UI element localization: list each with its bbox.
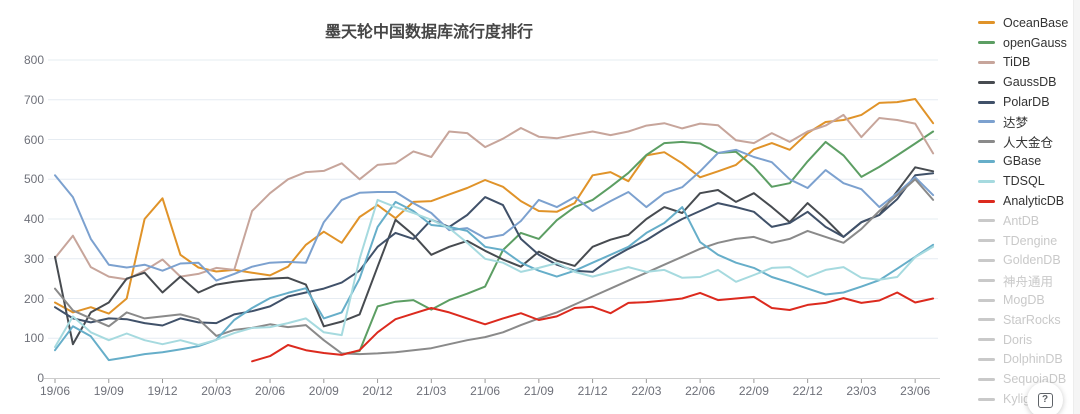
series-line-达梦: [54, 148, 935, 282]
series-line-TiDB: [54, 113, 935, 281]
x-axis-label: 20/12: [362, 384, 393, 398]
series-line-人大金仓: [54, 178, 935, 356]
x-axis-label: 22/06: [685, 384, 716, 398]
x-axis-label: 23/06: [900, 384, 931, 398]
legend-swatch: [978, 239, 995, 243]
legend-swatch: [978, 100, 995, 104]
series-line-TDSQL: [54, 198, 935, 348]
legend-item-openGauss[interactable]: openGauss: [978, 33, 1078, 53]
x-axis-label: 22/03: [631, 384, 662, 398]
legend-label: 人大金仓: [1003, 136, 1054, 151]
y-axis-label: 100: [23, 331, 44, 346]
legend-item-TiDB[interactable]: TiDB: [978, 53, 1078, 73]
x-axis-label: 20/06: [255, 384, 286, 398]
help-button[interactable]: ?: [1027, 382, 1063, 414]
legend-label: GoldenDB: [1003, 253, 1061, 268]
legend-swatch: [978, 140, 995, 144]
legend-item-SequoiaDB[interactable]: SequoiaDB: [978, 369, 1078, 389]
y-axis-label: 600: [23, 132, 44, 147]
legend: OceanBase openGauss TiDB GaussDB PolarDB 达梦人大…: [978, 13, 1078, 409]
legend-swatch: [978, 219, 995, 223]
x-axis-label: 21/06: [470, 384, 501, 398]
legend-swatch: [978, 199, 995, 203]
legend-swatch: [978, 21, 995, 25]
legend-item-GoldenDB[interactable]: GoldenDB: [978, 251, 1078, 271]
legend-label: GBase: [1003, 154, 1042, 169]
x-axis-label: 20/03: [201, 384, 232, 398]
legend-label: GaussDB: [1003, 75, 1057, 90]
legend-label: AntDB: [1003, 213, 1040, 228]
y-axis-label: 700: [23, 92, 44, 107]
series-line-AnalyticDB: [251, 291, 935, 363]
legend-item-AntDB[interactable]: AntDB: [978, 211, 1078, 231]
legend-swatch: [978, 258, 995, 262]
legend-label: Doris: [1003, 332, 1033, 347]
legend-swatch: [978, 357, 995, 361]
help-icon: ?: [1037, 392, 1053, 408]
legend-label: StarRocks: [1003, 312, 1061, 327]
scrollbar[interactable]: [1073, 0, 1080, 414]
legend-item-GBase[interactable]: GBase: [978, 152, 1078, 172]
x-axis-label: 21/03: [416, 384, 447, 398]
legend-swatch: [978, 80, 995, 84]
legend-label: openGauss: [1003, 35, 1067, 50]
legend-swatch: [978, 179, 995, 183]
legend-item-Doris[interactable]: Doris: [978, 330, 1078, 350]
x-axis-label: 19/12: [147, 384, 178, 398]
legend-item-TDengine[interactable]: TDengine: [978, 231, 1078, 251]
legend-swatch: [978, 120, 995, 124]
legend-label: TDengine: [1003, 233, 1058, 248]
legend-item-AnalyticDB[interactable]: AnalyticDB: [978, 191, 1078, 211]
legend-label: DolphinDB: [1003, 352, 1063, 367]
x-axis-label: 21/12: [577, 384, 608, 398]
legend-label: TDSQL: [1003, 174, 1045, 189]
legend-swatch: [978, 298, 995, 302]
y-axis-label: 0: [37, 371, 44, 385]
y-axis-label: 800: [23, 53, 44, 67]
legend-label: AnalyticDB: [1003, 194, 1065, 209]
legend-label: 神舟通用: [1003, 274, 1054, 289]
x-axis-label: 20/09: [308, 384, 339, 398]
legend-label: OceanBase: [1003, 15, 1069, 30]
series-line-OceanBase: [54, 98, 935, 315]
legend-label: 达梦: [1003, 116, 1029, 131]
legend-item-神舟通用[interactable]: 神舟通用: [978, 270, 1078, 290]
legend-label: PolarDB: [1003, 95, 1050, 110]
line-chart: [44, 59, 940, 383]
legend-swatch: [978, 377, 995, 381]
legend-swatch: [978, 338, 995, 342]
legend-swatch: [978, 278, 995, 282]
legend-label: MogDB: [1003, 293, 1045, 308]
x-axis-label: 19/06: [39, 384, 71, 398]
legend-item-达梦[interactable]: 达梦: [978, 112, 1078, 132]
legend-item-StarRocks[interactable]: StarRocks: [978, 310, 1078, 330]
x-axis-label: 21/09: [523, 384, 554, 398]
legend-item-GaussDB[interactable]: GaussDB: [978, 72, 1078, 92]
legend-swatch: [978, 60, 995, 64]
y-axis-label: 300: [23, 251, 44, 266]
legend-item-MogDB[interactable]: MogDB: [978, 290, 1078, 310]
legend-item-OceanBase[interactable]: OceanBase: [978, 13, 1078, 33]
legend-swatch: [978, 159, 995, 163]
legend-item-人大金仓[interactable]: 人大金仓: [978, 132, 1078, 152]
legend-swatch: [978, 318, 995, 322]
x-axis-label: 22/09: [738, 384, 769, 398]
legend-swatch: [978, 397, 995, 401]
x-axis-label: 23/03: [846, 384, 877, 398]
series-line-GaussDB: [54, 166, 935, 346]
x-axis-label: 22/12: [792, 384, 823, 398]
y-axis-label: 200: [23, 291, 44, 306]
y-axis-label: 500: [23, 172, 44, 187]
legend-item-PolarDB[interactable]: PolarDB: [978, 92, 1078, 112]
x-axis-label: 19/09: [93, 384, 124, 398]
legend-label: TiDB: [1003, 55, 1031, 70]
chart-title: 墨天轮中国数据库流行度排行: [324, 24, 534, 41]
y-axis-label: 400: [23, 212, 44, 226]
legend-item-DolphinDB[interactable]: DolphinDB: [978, 350, 1078, 370]
series-line-openGauss: [340, 130, 935, 356]
legend-swatch: [978, 41, 995, 45]
legend-item-TDSQL[interactable]: TDSQL: [978, 171, 1078, 191]
